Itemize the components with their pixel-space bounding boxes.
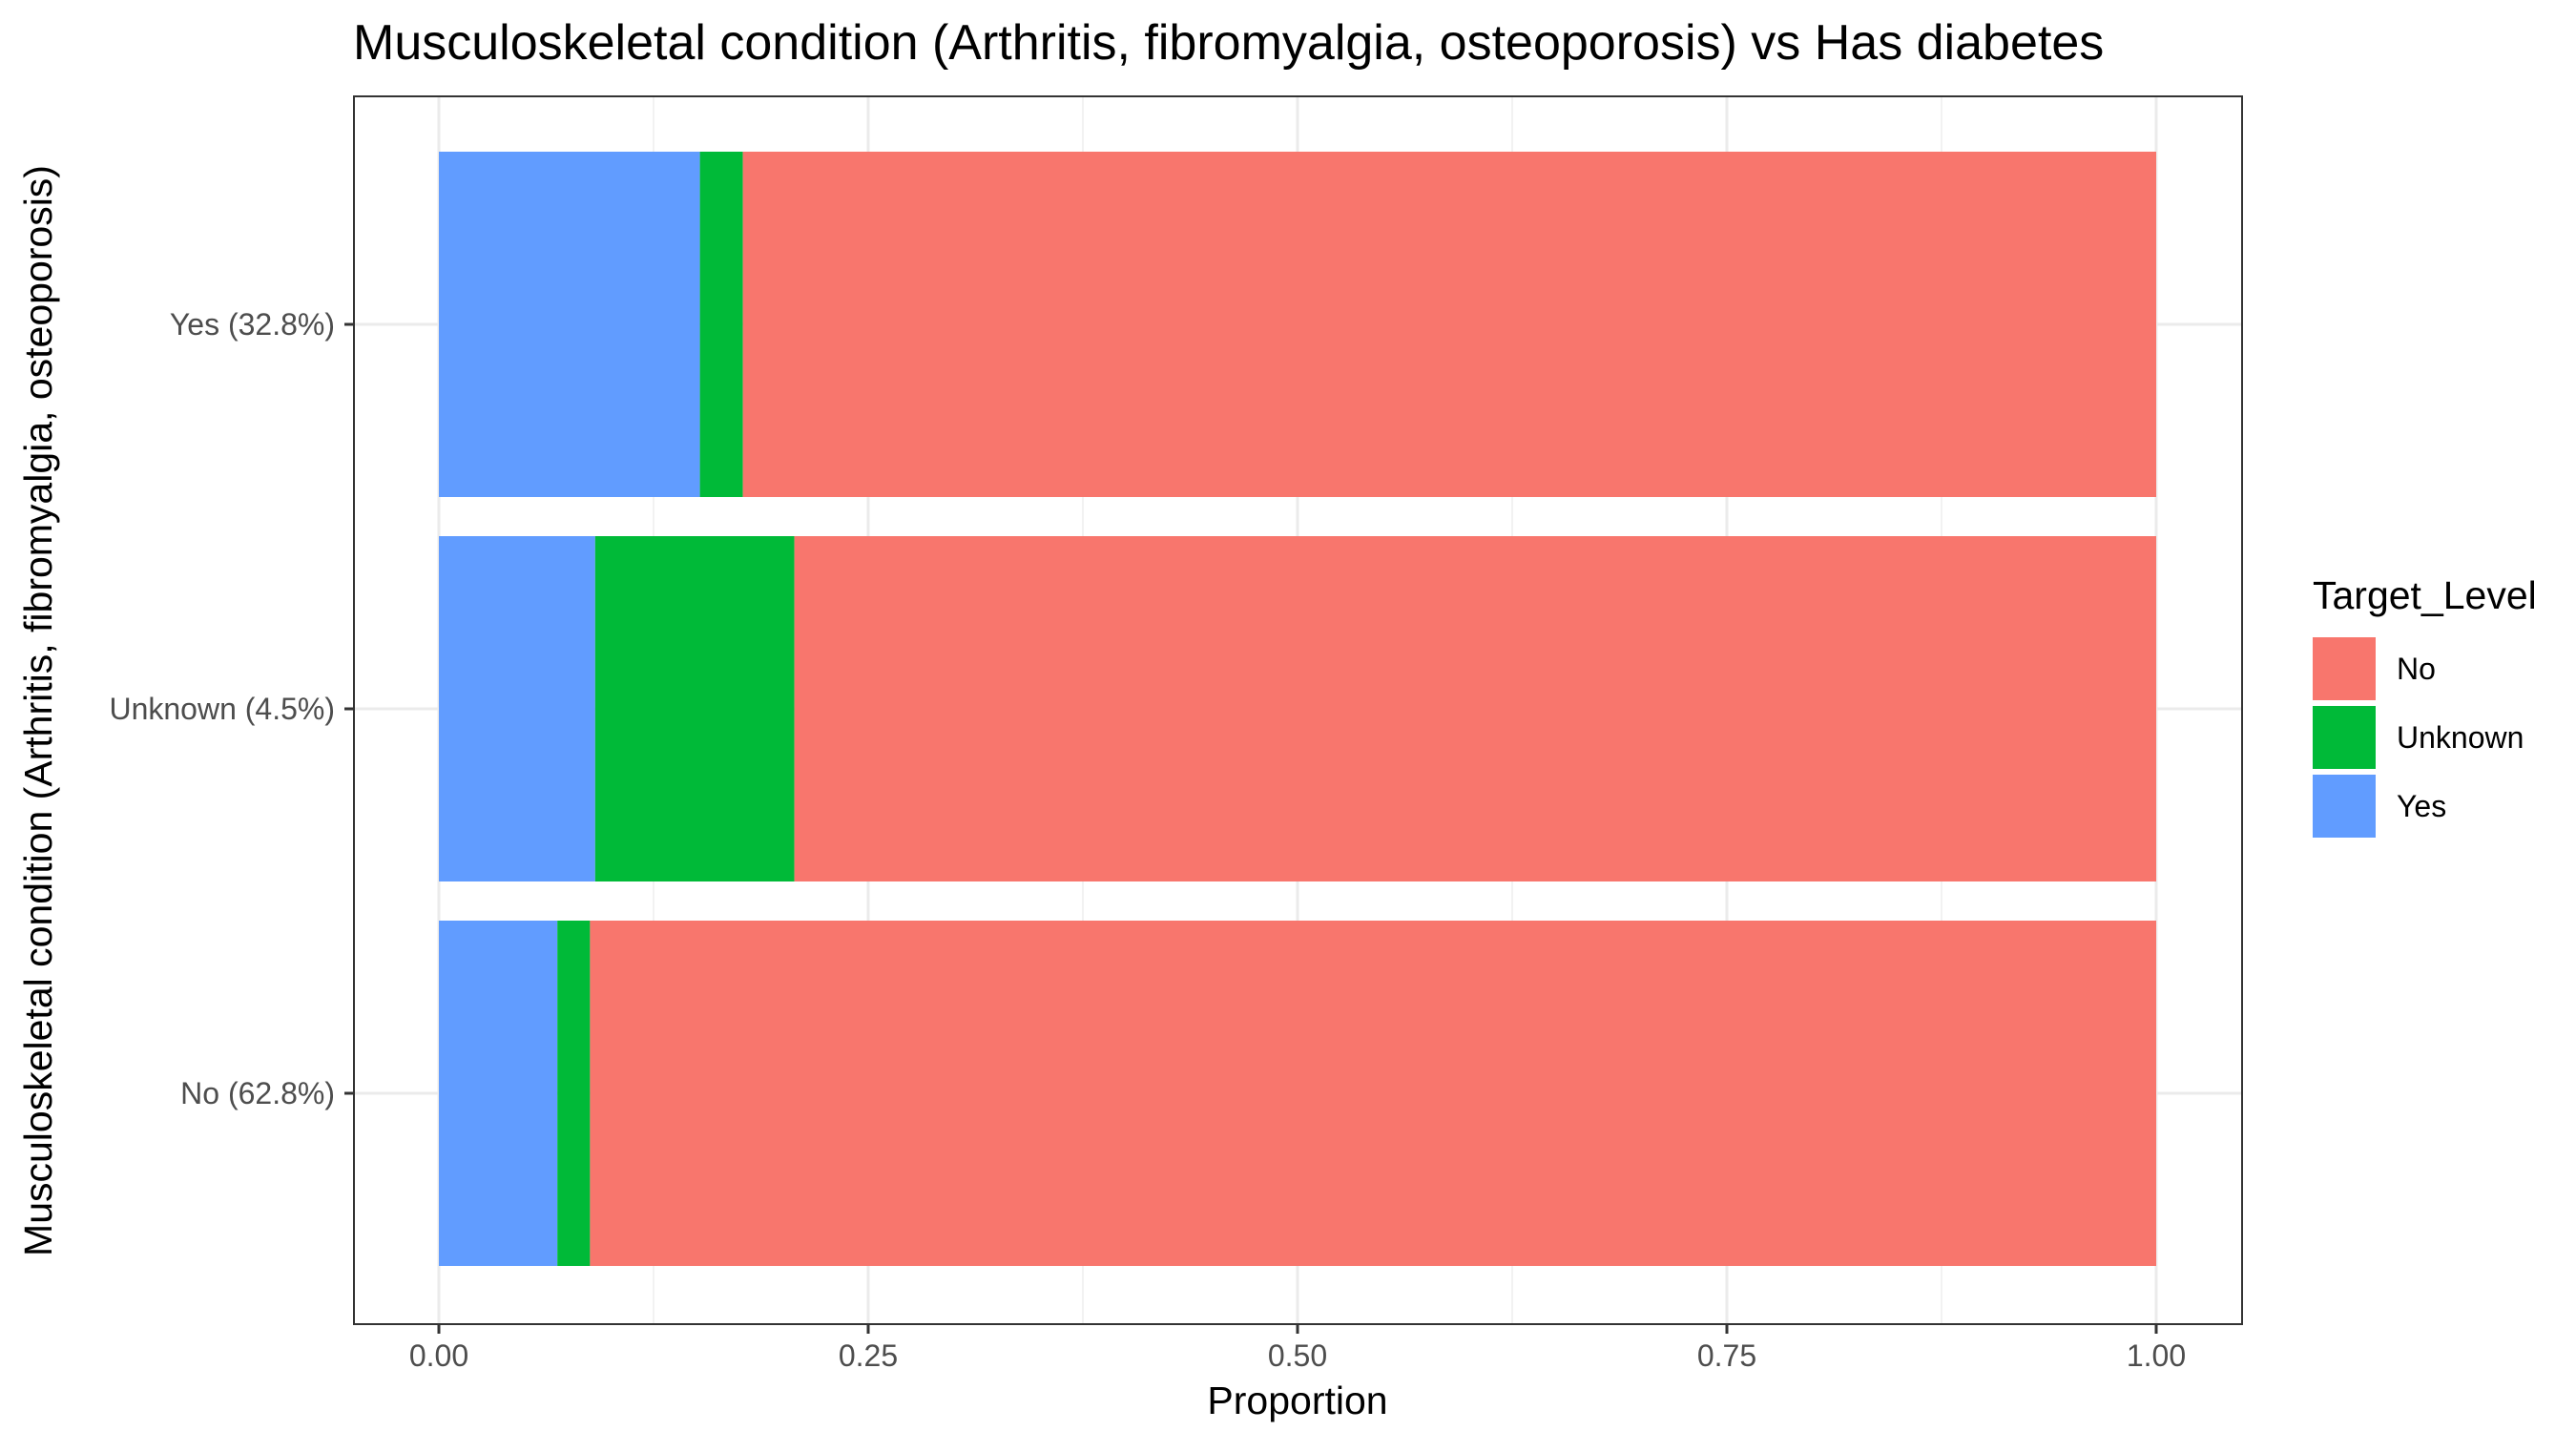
legend-key-unknown: [2313, 706, 2376, 769]
chart-title: Musculoskeletal condition (Arthritis, fi…: [353, 15, 2104, 71]
bar-segment-unknown: [557, 921, 591, 1266]
y-tick-label: Yes (32.8%): [170, 307, 335, 342]
x-tick-label: 0.75: [1697, 1338, 1756, 1373]
bar-segment-yes: [439, 921, 558, 1266]
x-tick-label: 0.00: [409, 1338, 468, 1373]
bar-segment-unknown: [594, 536, 795, 881]
legend-label-unknown: Unknown: [2397, 720, 2524, 755]
bar-segment-no: [794, 536, 2156, 881]
bars: [439, 152, 2156, 1266]
y-axis: No (62.8%) Unknown (4.5%) Yes (32.8%): [109, 307, 354, 1110]
y-axis-title: Musculoskeletal condition (Arthritis, fi…: [16, 165, 60, 1256]
bar-segment-yes: [439, 536, 595, 881]
legend-title: Target_Level: [2313, 573, 2537, 617]
x-axis-title: Proportion: [1207, 1379, 1387, 1422]
x-tick-label: 0.25: [839, 1338, 898, 1373]
y-tick-label: Unknown (4.5%): [109, 692, 335, 726]
legend-label-yes: Yes: [2397, 789, 2446, 823]
legend-key-yes: [2313, 775, 2376, 838]
bar-segment-no: [742, 152, 2156, 497]
bar-segment-unknown: [699, 152, 743, 497]
legend-key-no: [2313, 637, 2376, 700]
y-tick-label: No (62.8%): [180, 1076, 335, 1110]
x-tick-label: 1.00: [2127, 1338, 2186, 1373]
x-tick-label: 0.50: [1268, 1338, 1327, 1373]
legend-label-no: No: [2397, 652, 2436, 686]
legend: Target_Level No Unknown Yes: [2313, 573, 2537, 838]
bar-segment-yes: [439, 152, 700, 497]
x-axis: 0.00 0.25 0.50 0.75 1.00: [409, 1324, 2186, 1373]
bar-segment-no: [590, 921, 2156, 1266]
